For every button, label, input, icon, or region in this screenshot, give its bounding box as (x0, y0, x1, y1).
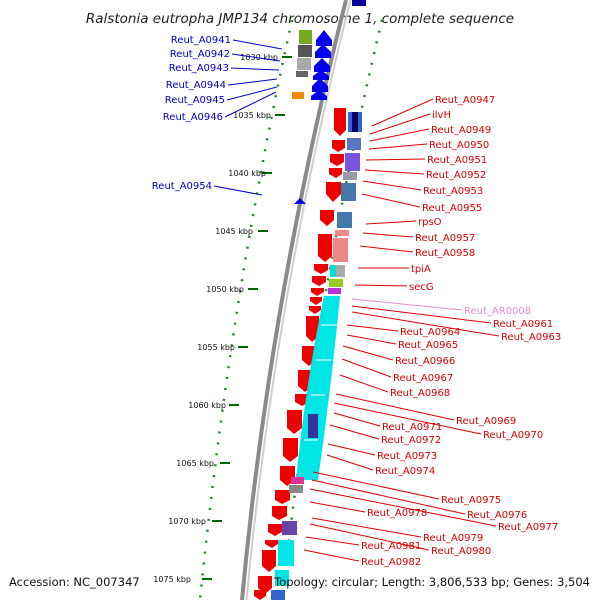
gene-label-right[interactable]: Reut_A0964 (400, 327, 460, 338)
label-connector (371, 98, 434, 127)
kbp-ticks: 1030 kbp 1035 kbp 1040 kbp 1045 kbp 1050… (153, 53, 292, 584)
label-connector (309, 501, 366, 513)
map-title: Ralstonia eutropha JMP134 chromosome 1, … (86, 11, 514, 27)
gene-label-right[interactable]: Reut_A0968 (390, 388, 450, 399)
label-connector (361, 193, 421, 208)
tick-label-1035: 1035 kbp (233, 111, 271, 120)
gene-label-right[interactable]: Reut_A0970 (483, 430, 543, 441)
gene-label-left[interactable]: Reut_A0941 (171, 35, 231, 46)
gene-label-right[interactable]: Reut_A0982 (361, 557, 421, 568)
gene-label-right[interactable]: Reut_A0973 (377, 451, 437, 462)
gene-label-right[interactable]: Reut_A0963 (501, 332, 561, 343)
left-labels: Reut_A0941 Reut_A0942 Reut_A0943 Reut_A0944… (152, 35, 231, 192)
gene-label-right[interactable]: Reut_A0978 (367, 508, 427, 519)
label-connector (339, 374, 389, 393)
gene-label-left[interactable]: Reut_A0946 (163, 112, 223, 123)
gene-label-right[interactable]: Reut_A0975 (441, 495, 501, 506)
label-connector (305, 536, 360, 546)
gene-label-right[interactable]: Reut_A0966 (395, 356, 455, 367)
label-connector (365, 220, 417, 225)
label-connector (365, 158, 426, 161)
gene-label-right[interactable]: Reut_A0972 (381, 435, 441, 446)
gene-label-right[interactable]: Reut_A0958 (415, 248, 475, 259)
gene-label-left[interactable]: Reut_A0942 (170, 49, 230, 60)
gene-label-right[interactable]: ilvH (432, 110, 451, 121)
gene-label-left[interactable]: Reut_A0944 (166, 80, 226, 91)
gene-label-right[interactable]: Reut_A0976 (467, 510, 527, 521)
gene-label-right[interactable]: Reut_AR0008 (464, 306, 531, 317)
gene-label-right[interactable]: tpiA (411, 264, 431, 275)
label-connector (335, 393, 455, 421)
gene-label-left[interactable]: Reut_A0945 (165, 95, 225, 106)
label-connector (364, 169, 425, 175)
gene-label-right[interactable]: Reut_A0977 (498, 522, 558, 533)
label-connector (309, 523, 430, 551)
gene-label-right[interactable]: Reut_A0981 (361, 541, 421, 552)
gene-label-right[interactable]: Reut_A0961 (493, 319, 553, 330)
label-connector (303, 549, 360, 562)
tick-label-1055: 1055 kbp (197, 343, 235, 352)
tick-label-1040: 1040 kbp (228, 169, 266, 178)
right-connectors (303, 98, 500, 562)
tick-label-1075: 1075 kbp (153, 575, 191, 584)
gene-label-right[interactable]: Reut_A0949 (431, 125, 491, 136)
summary-text: Topology: circular; Length: 3,806,533 bp… (273, 575, 590, 589)
label-connector (312, 471, 440, 500)
label-connector (351, 311, 500, 337)
reverse-strand-features (292, 0, 366, 204)
gene-label-right[interactable]: Reut_A0952 (426, 170, 486, 181)
label-connector (333, 412, 381, 427)
label-connector (341, 358, 392, 378)
label-connector (329, 424, 380, 440)
gene-label-right[interactable]: rpsO (418, 217, 442, 228)
gene-label-left[interactable]: Reut_A0954 (152, 181, 212, 192)
label-connector (351, 305, 492, 324)
label-connector (369, 113, 431, 135)
label-connector (309, 488, 497, 527)
right-labels: Reut_A0947 ilvH Reut_A0949 Reut_A0950 Reut_A… (361, 95, 561, 568)
label-connector (311, 517, 422, 538)
label-connector (327, 443, 376, 456)
forward-strand-features (254, 108, 362, 600)
label-connector (346, 324, 399, 332)
gene-label-right[interactable]: Reut_A0953 (423, 186, 483, 197)
tick-label-1060: 1060 kbp (188, 401, 226, 410)
label-connector (346, 334, 397, 345)
gene-label-right[interactable]: Reut_A0957 (415, 233, 475, 244)
gene-label-right[interactable]: Reut_A0951 (427, 155, 487, 166)
gene-label-right[interactable]: Reut_A0967 (393, 373, 453, 384)
tick-label-1045: 1045 kbp (215, 227, 253, 236)
label-connector (359, 245, 414, 253)
gene-label-right[interactable]: Reut_A0955 (422, 203, 482, 214)
accession-text: Accession: NC_007347 (9, 575, 140, 589)
label-connector (342, 345, 394, 361)
gene-label-right[interactable]: Reut_A0947 (435, 95, 495, 106)
label-connector (354, 284, 408, 287)
label-connector (362, 180, 422, 191)
label-connector (362, 232, 414, 238)
label-connector (369, 128, 430, 142)
label-connector (351, 298, 463, 311)
tick-label-1065: 1065 kbp (176, 459, 214, 468)
gene-label-right[interactable]: Reut_A0979 (423, 533, 483, 544)
label-connector (368, 143, 428, 150)
gene-label-left[interactable]: Reut_A0943 (169, 63, 229, 74)
gene-label-right[interactable]: Reut_A0980 (431, 546, 491, 557)
gene-label-right[interactable]: Reut_A0969 (456, 416, 516, 427)
label-connector (311, 479, 466, 515)
gene-label-right[interactable]: Reut_A0971 (382, 422, 442, 433)
left-connectors (213, 39, 283, 196)
gene-label-right[interactable]: secG (409, 282, 434, 293)
tick-label-1070: 1070 kbp (168, 517, 206, 526)
label-connector (326, 454, 374, 471)
gene-label-right[interactable]: Reut_A0950 (429, 140, 489, 151)
tick-label-1050: 1050 kbp (206, 285, 244, 294)
gene-label-right[interactable]: Reut_A0974 (375, 466, 435, 477)
gene-label-right[interactable]: Reut_A0965 (398, 340, 458, 351)
label-connector (333, 402, 482, 435)
